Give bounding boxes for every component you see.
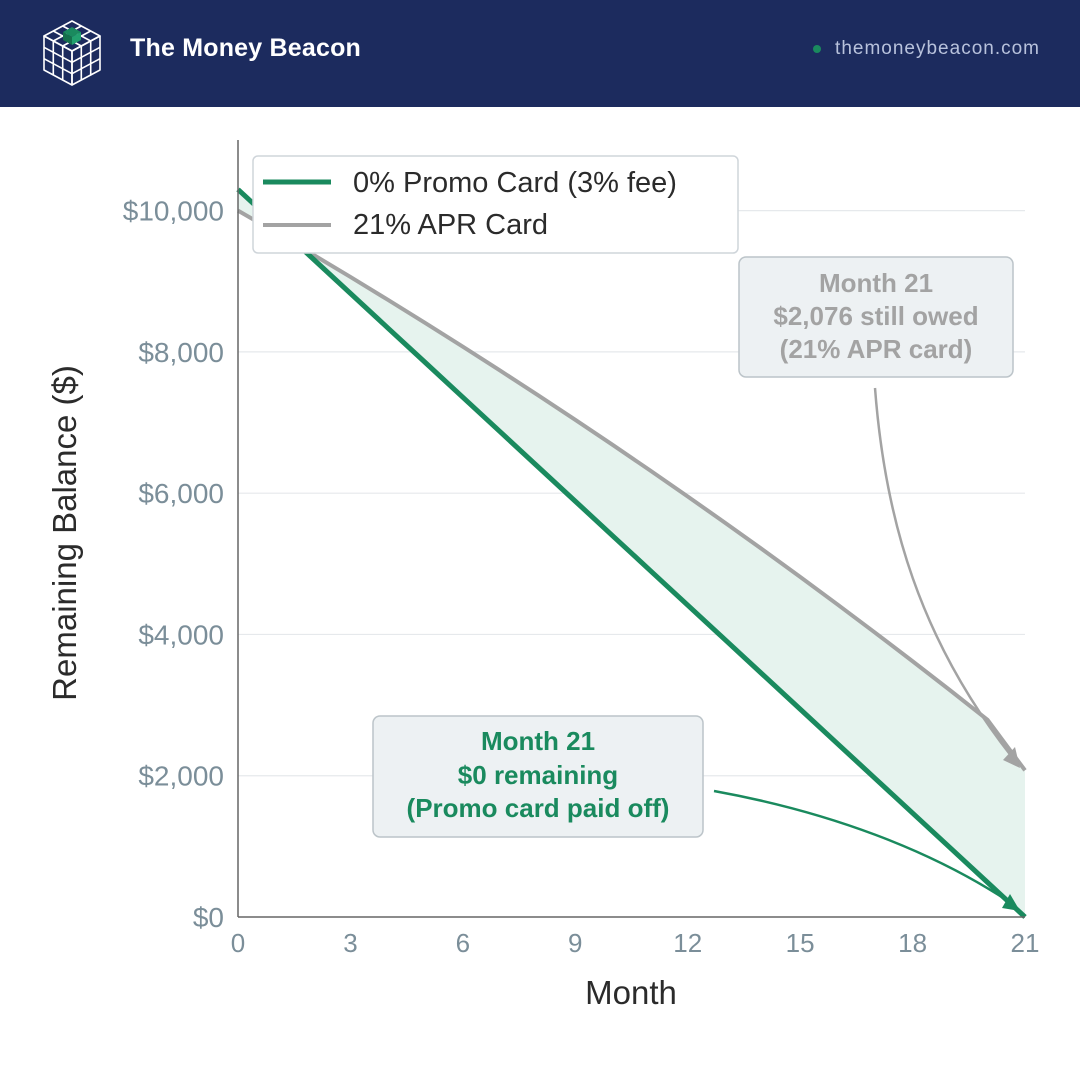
brand-name: The Money Beacon (130, 34, 362, 62)
annotation-apr-line-1: Month 21 (819, 268, 933, 298)
site-url: themoneybeacon.com (813, 38, 1040, 60)
balance-chart: 0 3 6 9 12 15 18 21 $0$2,000$4,000$6,000$8,000$… (46, 140, 1040, 1011)
legend-label-apr: 21% APR Card (353, 209, 548, 241)
annotation-promo-line-3: (Promo card paid off) (407, 793, 670, 823)
x-tick-label: 9 (568, 928, 582, 958)
x-tick-labels: 0 3 6 9 12 15 18 21 (231, 928, 1040, 958)
y-tick-label: $2,000 (138, 761, 224, 792)
x-tick-label: 18 (898, 928, 927, 958)
annotation-apr-line-2: $2,076 still owed (773, 301, 978, 331)
legend: 0% Promo Card (3% fee) 21% APR Card (252, 155, 739, 254)
x-tick-label: 12 (673, 928, 702, 958)
y-axis-label: Remaining Balance ($) (46, 365, 83, 701)
x-tick-label: 0 (231, 928, 245, 958)
x-axis-label: Month (585, 974, 677, 1011)
x-tick-label: 6 (456, 928, 470, 958)
annotation-promo: Month 21 $0 remaining (Promo card paid o… (372, 715, 1020, 911)
y-tick-label: $6,000 (138, 478, 224, 509)
series-line-apr (237, 208, 1027, 772)
y-tick-label: $0 (193, 902, 224, 933)
x-tick-label: 21 (1011, 928, 1040, 958)
annotation-apr-line-3: (21% APR card) (780, 334, 973, 364)
isometric-cube-grid-icon (43, 20, 101, 86)
annotation-promo-line-2: $0 remaining (458, 760, 618, 790)
x-tick-label: 15 (786, 928, 815, 958)
y-tick-label: $4,000 (138, 619, 224, 650)
site-url-text: themoneybeacon.com (835, 38, 1040, 59)
x-tick-label: 3 (343, 928, 357, 958)
annotation-apr: Month 21 $2,076 still owed (21% APR card… (738, 256, 1020, 768)
legend-label-promo: 0% Promo Card (3% fee) (353, 167, 677, 199)
status-dot-icon (813, 45, 822, 53)
annotation-promo-arrow (713, 789, 1009, 903)
annotation-promo-line-1: Month 21 (481, 726, 595, 756)
annotation-promo-arrowhead (1002, 894, 1020, 911)
y-tick-label: $10,000 (123, 196, 224, 227)
annotation-apr-arrow (873, 387, 1013, 758)
y-tick-label: $8,000 (138, 337, 224, 368)
series-line-promo (236, 187, 1027, 919)
header-bar: The Money Beacon themoneybeacon.com (0, 0, 1080, 107)
y-tick-labels: $0 $2,000 $4,000 $6,000 $8,000 $10,000 (123, 196, 224, 933)
annotation-apr-arrowhead (1003, 747, 1020, 768)
